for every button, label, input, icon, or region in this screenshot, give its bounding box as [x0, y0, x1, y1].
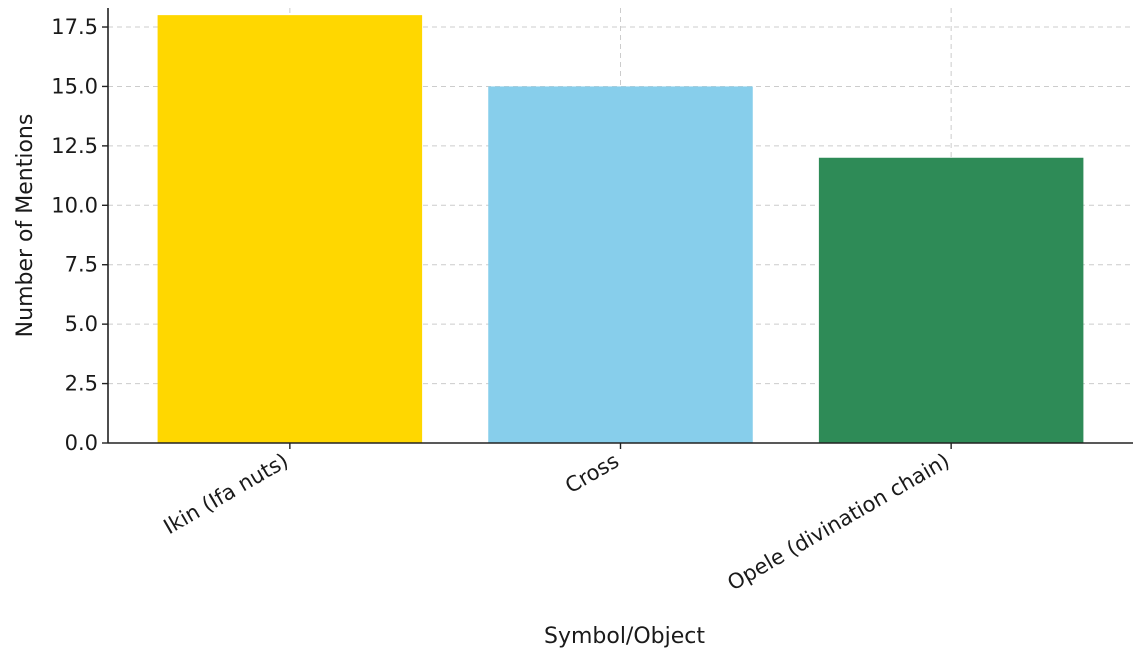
bar-0 [157, 15, 423, 444]
bar-1 [488, 86, 753, 443]
y-ticks: 0.0 2.5 5.0 7.5 10.0 12.5 15.0 17.5 [51, 15, 108, 455]
y-tick-label: 2.5 [65, 372, 98, 396]
y-tick-label: 10.0 [51, 193, 98, 217]
y-tick-label: 12.5 [51, 134, 98, 158]
bars [157, 15, 1084, 444]
y-tick-label: 0.0 [65, 431, 98, 455]
x-tick-label: Opele (divination chain) [723, 449, 953, 596]
y-tick-label: 17.5 [51, 15, 98, 39]
bar-2 [818, 157, 1084, 444]
x-tick-label: Cross [561, 449, 623, 499]
y-tick-label: 5.0 [65, 312, 98, 336]
y-tick-label: 15.0 [51, 74, 98, 98]
y-axis-title: Number of Mentions [13, 114, 38, 338]
x-tick-label: Ikin (Ifa nuts) [160, 449, 293, 540]
y-tick-label: 7.5 [65, 253, 98, 277]
x-ticks: Ikin (Ifa nuts) Cross Opele (divination ch… [160, 443, 954, 595]
x-axis-title: Symbol/Object [544, 624, 705, 649]
